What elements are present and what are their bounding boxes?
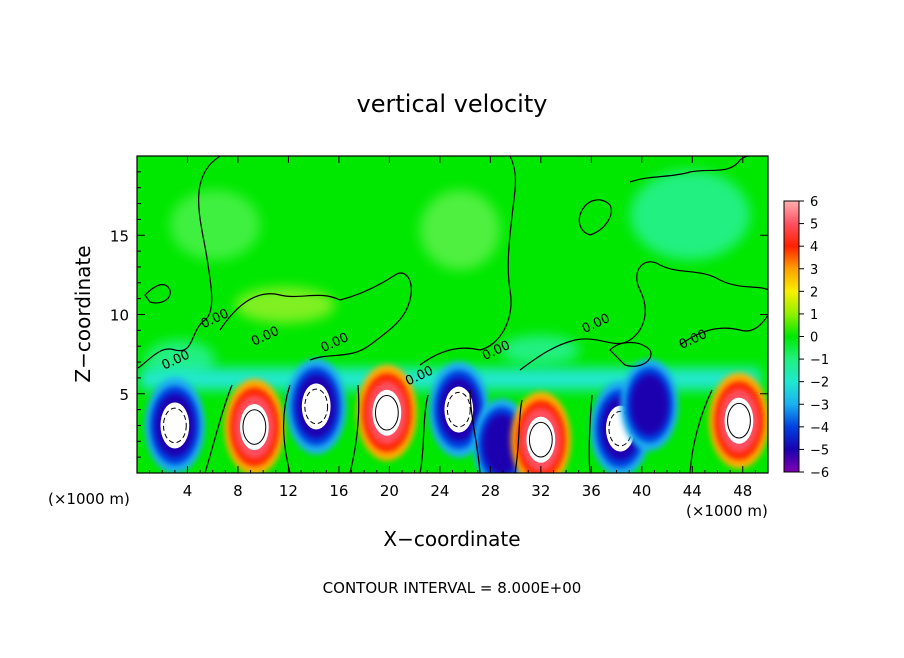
colorbar-tick-label: 2 — [810, 285, 818, 300]
colorbar-ticks: 6 5 4 3 2 1 0 −1 −2 −3 −4 −5 −6 — [799, 195, 829, 481]
colorbar-tick-label: −2 — [810, 376, 829, 391]
zero-contour-line — [519, 261, 768, 371]
cell-contour — [304, 388, 329, 425]
x-tick-label: 40 — [632, 482, 651, 500]
cyan-region — [500, 335, 580, 365]
x-axis-label: X−coordinate — [383, 527, 520, 551]
chart-title: vertical velocity — [357, 90, 548, 118]
updraft-cell — [526, 416, 556, 463]
light-green-region — [170, 190, 260, 260]
colorbar-tick-label: −5 — [810, 443, 829, 458]
colorbar-tick-label: −1 — [810, 353, 829, 368]
colorbar-tick-label: 6 — [810, 195, 818, 210]
x-tick-label: 28 — [481, 482, 500, 500]
zero-contour-line — [609, 341, 652, 367]
y-tick-label: 15 — [110, 227, 129, 245]
colorbar-tick-label: 1 — [810, 308, 818, 323]
x-tick-label: 4 — [183, 482, 193, 500]
colorbar: 6 5 4 3 2 1 0 −1 −2 −3 −4 −5 −6 — [783, 195, 829, 481]
x-tick-label: 20 — [380, 482, 399, 500]
x-unit-right: (×1000 m) — [686, 502, 768, 520]
light-green-region — [235, 287, 335, 323]
plot-area: 0.000.000.00 0.000.000.000.000.00 4 8 12 16 2… — [110, 155, 769, 500]
x-tick-label: 32 — [531, 482, 550, 500]
y-tick-label: 5 — [119, 386, 129, 404]
downdraft-cell — [160, 402, 190, 449]
light-green-region — [420, 190, 500, 270]
x-tick-label: 36 — [582, 482, 601, 500]
zero-contour-line — [137, 156, 221, 369]
colorbar-tick-label: 5 — [810, 218, 818, 233]
x-tick-label: 48 — [733, 482, 752, 500]
cell-contour — [446, 391, 471, 428]
cyan-region — [630, 170, 750, 260]
downdraft-cell — [630, 374, 669, 436]
x-tick-label: 12 — [279, 482, 298, 500]
downdraft-cell — [301, 383, 331, 430]
cell-contour — [374, 394, 399, 431]
x-unit-left: (×1000 m) — [48, 490, 130, 508]
zero-contour-line — [679, 314, 768, 346]
colorbar-tick-label: 0 — [810, 331, 818, 346]
zero-contour-line — [144, 283, 171, 304]
contour-interval-note: CONTOUR INTERVAL = 8.000E+00 — [323, 579, 582, 597]
downdraft-cell — [444, 386, 474, 433]
cell-contour — [162, 407, 187, 444]
zero-contour-line — [204, 384, 713, 473]
zero-contour-line — [578, 199, 612, 236]
updraft-cell — [239, 403, 269, 451]
x-tick-label: 8 — [233, 482, 243, 500]
downdraft-cell — [482, 414, 521, 473]
x-tick-label: 44 — [683, 482, 702, 500]
colorbar-tick-label: 4 — [810, 240, 818, 255]
zero-contour-line — [419, 156, 517, 366]
cell-contour — [528, 421, 553, 458]
colorbar-tick-label: 3 — [810, 263, 818, 278]
cell-contour — [242, 409, 267, 445]
y-tick-label: 10 — [110, 307, 129, 325]
colorbar-tick-label: −6 — [810, 466, 829, 481]
cell-contour — [727, 402, 751, 439]
zero-contour-line — [219, 272, 412, 361]
updraft-cell — [724, 397, 754, 444]
colorbar-tick-label: −4 — [810, 421, 829, 436]
x-tick-label: 24 — [430, 482, 449, 500]
colorbar-tick-label: −3 — [810, 398, 829, 413]
y-axis-label: Z−coordinate — [71, 245, 95, 382]
convective-cells — [144, 358, 768, 473]
x-tick-label: 16 — [329, 482, 348, 500]
y-axis-ticks: 5 10 15 — [110, 171, 768, 458]
x-axis-ticks: 4 8 12 16 20 24 28 32 36 40 44 48 — [149, 156, 756, 500]
colorbar-scale — [783, 200, 800, 473]
updraft-cell — [372, 389, 402, 436]
